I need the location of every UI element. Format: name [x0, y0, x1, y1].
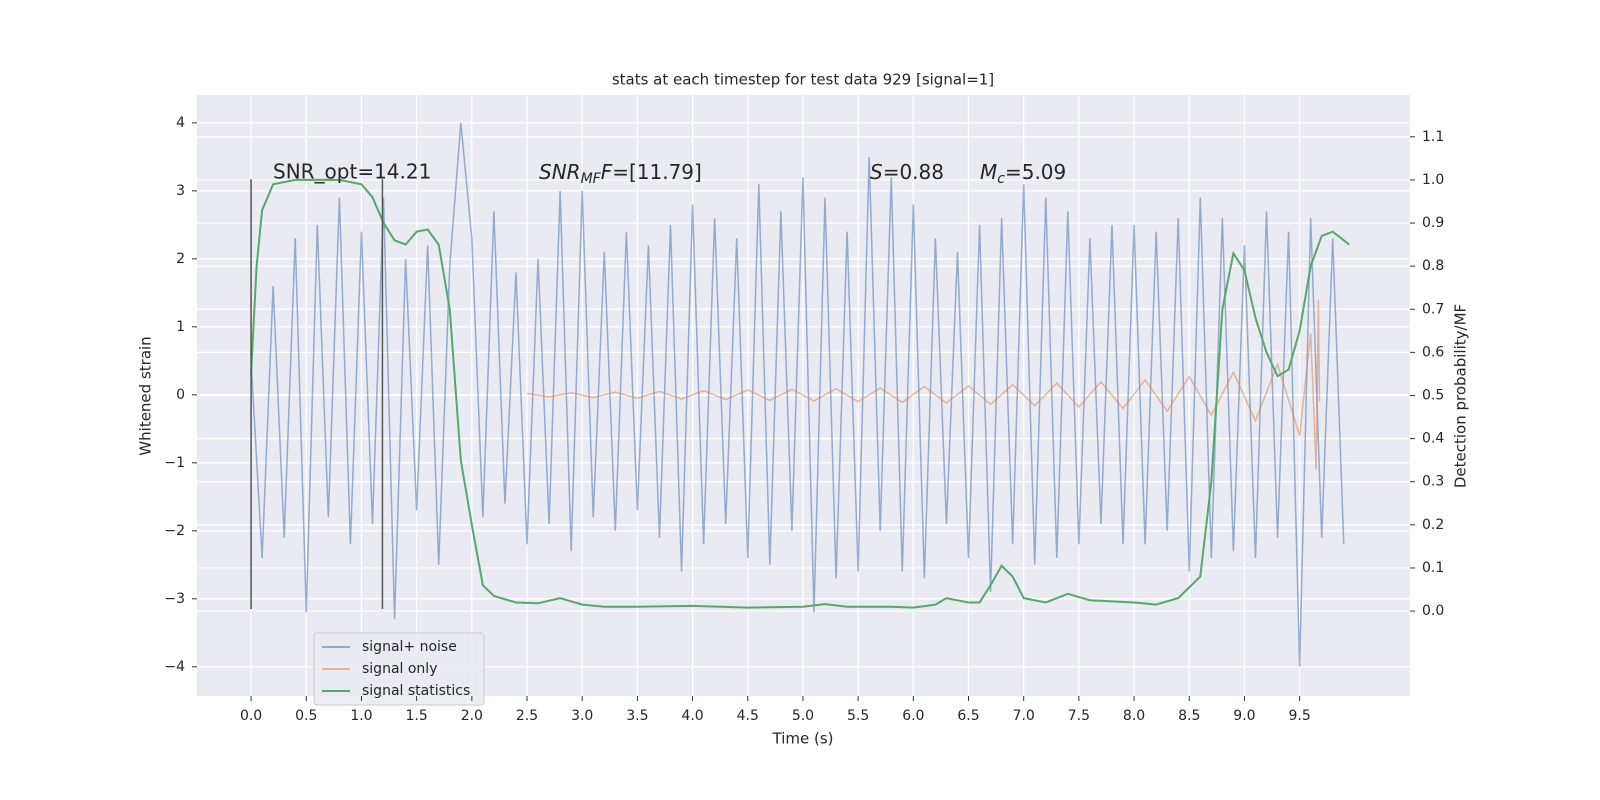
x-tick-label: 1.5: [406, 708, 428, 724]
y-tick-label: 3: [176, 183, 185, 199]
y2-tick-label: 0.3: [1422, 474, 1444, 490]
annotation: S=0.88: [870, 160, 944, 184]
chart-title: stats at each timestep for test data 929…: [612, 71, 994, 89]
y2-tick-label: 0.1: [1422, 560, 1444, 576]
y-tick-label: −2: [164, 523, 185, 539]
y-tick-label: 2: [176, 251, 185, 267]
y2-tick-label: 0.6: [1422, 344, 1444, 360]
legend-label: signal statistics: [362, 683, 470, 699]
x-tick-label: 7.5: [1068, 708, 1090, 724]
x-tick-label: 9.5: [1288, 708, 1310, 724]
x-tick-label: 1.0: [350, 708, 372, 724]
x-tick-label: 5.0: [792, 708, 814, 724]
x-tick-label: 2.0: [461, 708, 483, 724]
annotation: Mc=5.09: [980, 160, 1066, 188]
y2-tick-label: 1.0: [1422, 172, 1444, 188]
series-line: [526, 299, 1321, 470]
y2-tick-label: 1.1: [1422, 129, 1444, 145]
annotation-part: =0.88: [883, 160, 944, 184]
annotation-subscript: c: [997, 171, 1005, 187]
x-axis-label: Time (s): [772, 730, 834, 748]
annotation: SNR_opt=14.21: [273, 160, 431, 184]
annotation-part: S: [870, 160, 883, 184]
annotation: SNRMFF=[11.79]: [539, 160, 702, 188]
x-tick-label: 0.5: [295, 708, 317, 724]
y-tick-label: 0: [176, 387, 185, 403]
y-tick-label: 4: [176, 115, 185, 131]
x-tick-label: 5.5: [847, 708, 869, 724]
x-tick-label: 3.5: [626, 708, 648, 724]
y2-tick-label: 0.4: [1422, 431, 1444, 447]
annotation-part: M: [980, 160, 997, 184]
legend-box: [313, 632, 485, 706]
legend-label: signal only: [362, 661, 437, 677]
series-line: [250, 122, 1345, 667]
y-axis-label: Whitened strain: [137, 336, 155, 455]
x-tick-label: 9.0: [1233, 708, 1255, 724]
annotation-part: =5.09: [1005, 160, 1066, 184]
x-tick-label: 6.5: [957, 708, 979, 724]
y-tick-label: 1: [176, 319, 185, 335]
x-tick-label: 2.5: [516, 708, 538, 724]
annotation-part: =[11.79]: [612, 160, 702, 184]
x-tick-label: 6.0: [902, 708, 924, 724]
series-line: [250, 178, 1350, 609]
x-tick-label: 4.5: [737, 708, 759, 724]
x-tick-label: 4.0: [681, 708, 703, 724]
y-tick-label: −1: [164, 455, 185, 471]
x-tick-label: 7.0: [1013, 708, 1035, 724]
x-tick-label: 0.0: [240, 708, 262, 724]
x-tick-label: 8.5: [1178, 708, 1200, 724]
y2-tick-label: 0.0: [1422, 603, 1444, 619]
legend-label: signal+ noise: [362, 639, 457, 655]
x-tick-label: 3.0: [571, 708, 593, 724]
y2-tick-label: 0.8: [1422, 258, 1444, 274]
annotation-part: F: [601, 160, 613, 184]
y2-tick-label: 0.9: [1422, 215, 1444, 231]
annotation-part: SNR: [539, 160, 581, 184]
y2-axis-label: Detection probability/MF: [1452, 304, 1470, 488]
y2-tick-label: 0.7: [1422, 301, 1444, 317]
y-tick-label: −3: [164, 591, 185, 607]
y-tick-label: −4: [164, 659, 185, 675]
x-tick-label: 8.0: [1123, 708, 1145, 724]
y2-tick-label: 0.2: [1422, 517, 1444, 533]
y2-tick-label: 0.5: [1422, 388, 1444, 404]
annotation-subscript: MF: [581, 171, 602, 187]
